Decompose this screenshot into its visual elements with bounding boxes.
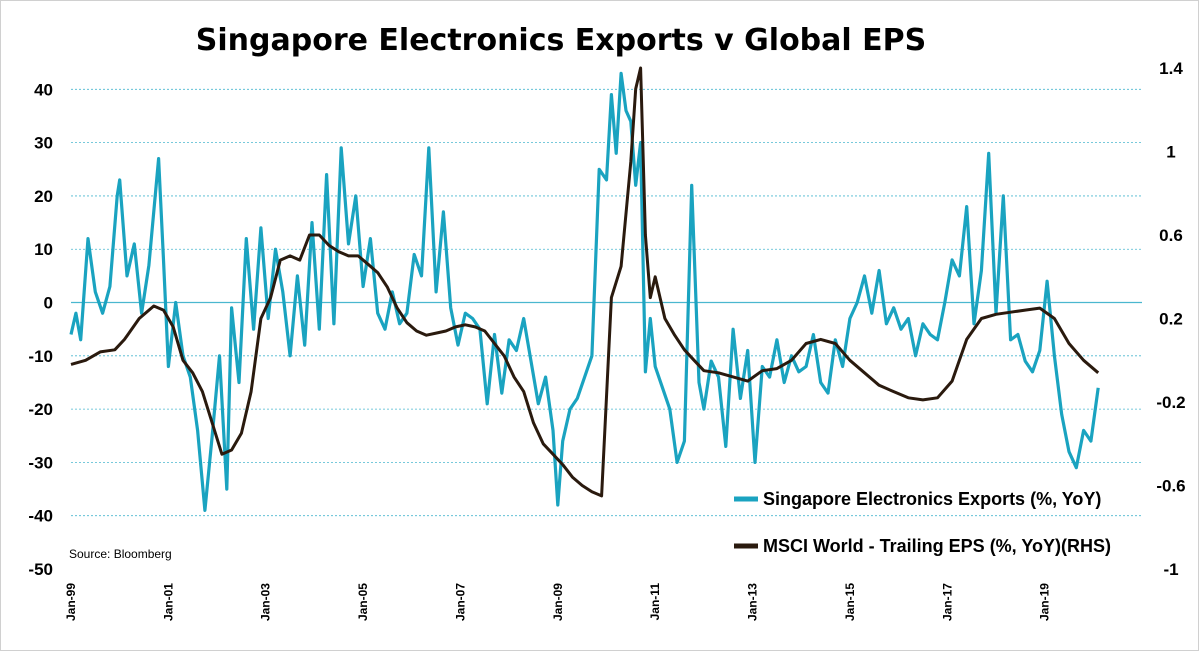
y-left-tick-label: 10	[34, 240, 53, 259]
source-note: Source: Bloomberg	[69, 547, 172, 561]
y-left-tick-label: -40	[28, 507, 53, 526]
y-left-tick-label: 0	[44, 294, 53, 313]
legend-label-exports: Singapore Electronics Exports (%, YoY)	[763, 489, 1101, 509]
y-left-tick-label: 20	[34, 187, 53, 206]
x-tick-label: Jan-07	[453, 583, 467, 621]
legend: Singapore Electronics Exports (%, YoY) M…	[734, 489, 1111, 556]
series-line-eps	[70, 66, 1100, 498]
x-tick-label: Jan-01	[161, 583, 175, 621]
y-left-tick-label: 40	[34, 80, 53, 99]
y-left-tick-label: -20	[28, 400, 53, 419]
x-tick-label: Jan-19	[1038, 583, 1052, 621]
y-left-tick-label: 30	[34, 134, 53, 153]
series-line-exports	[69, 71, 1100, 512]
x-tick-label: Jan-05	[356, 583, 370, 621]
legend-label-eps: MSCI World - Trailing EPS (%, YoY)(RHS)	[763, 536, 1111, 556]
y-right-tick-label: 0.6	[1159, 226, 1183, 245]
x-tick-label: Jan-15	[843, 583, 857, 621]
chart-title: Singapore Electronics Exports v Global E…	[196, 23, 926, 58]
x-tick-label: Jan-09	[551, 583, 565, 621]
y-left-tick-label: -10	[28, 347, 53, 366]
y-axis-left: 40 30 20 10 0 -10 -20 -30 -40 -50	[28, 80, 53, 579]
y-right-tick-label: -0.2	[1156, 393, 1185, 412]
y-left-tick-label: -50	[28, 560, 53, 579]
y-right-tick-label: 1.4	[1159, 59, 1183, 78]
y-right-tick-label: -0.6	[1156, 477, 1185, 496]
y-axis-right: 1.4 1 0.6 0.2 -0.2 -0.6 -1	[1156, 59, 1185, 579]
y-right-tick-label: 1	[1166, 143, 1175, 162]
x-tick-label: Jan-03	[259, 583, 273, 621]
x-tick-label: Jan-17	[940, 583, 954, 621]
x-tick-label: Jan-13	[746, 583, 760, 621]
y-left-tick-label: -30	[28, 453, 53, 472]
x-axis: Jan-99 Jan-01 Jan-03 Jan-05 Jan-07 Jan-09 Jan-…	[64, 583, 1052, 621]
x-tick-label: Jan-99	[64, 583, 78, 621]
y-right-tick-label: -1	[1163, 560, 1178, 579]
y-right-tick-label: 0.2	[1159, 310, 1183, 329]
series-lines	[69, 66, 1100, 512]
x-tick-label: Jan-11	[648, 583, 662, 621]
